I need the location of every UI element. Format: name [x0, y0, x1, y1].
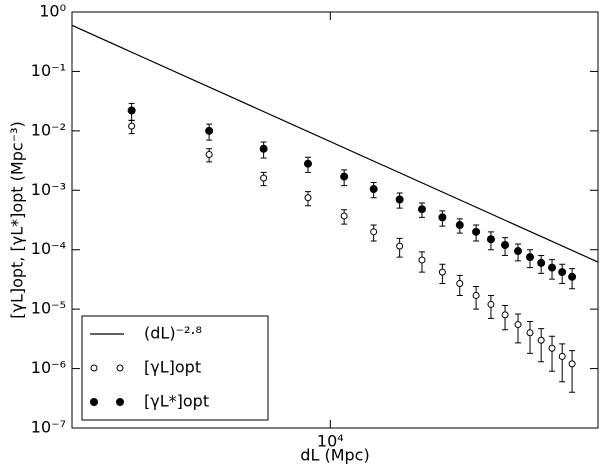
- legend-marker: [116, 398, 124, 406]
- data-point: [259, 144, 268, 153]
- data-point: [128, 122, 136, 130]
- data-point: [486, 235, 495, 244]
- plot-frame: [71, 11, 599, 429]
- data-point: [526, 329, 534, 337]
- y-tick-label: 10⁻⁴: [31, 239, 66, 258]
- data-point: [472, 291, 480, 299]
- data-point: [472, 227, 481, 236]
- data-point: [418, 256, 426, 264]
- data-point: [438, 268, 446, 276]
- x-axis-label: dL (Mpc): [300, 446, 369, 465]
- y-tick-label: 10⁻¹: [31, 61, 66, 80]
- legend-label: [γL*]opt: [144, 392, 209, 411]
- y-axis-label: [γL]opt, [γL*]opt (Mpc⁻³): [8, 121, 27, 319]
- data-point: [304, 194, 312, 202]
- fit-line: [71, 24, 599, 263]
- data-point: [514, 321, 522, 329]
- data-point: [537, 258, 546, 267]
- data-point: [456, 280, 464, 288]
- data-point: [514, 247, 523, 256]
- error-bar: [538, 328, 545, 363]
- legend-label: (dL)⁻²·⁸: [144, 324, 202, 343]
- y-tick-label: 10⁻⁷: [31, 418, 66, 437]
- y-tick-label: 10⁻²: [31, 120, 66, 139]
- y-tick-label: 10⁻⁶: [31, 358, 66, 377]
- data-point: [455, 221, 464, 230]
- data-point: [205, 151, 213, 159]
- data-point: [417, 205, 426, 214]
- data-point: [369, 185, 378, 194]
- data-point: [370, 228, 378, 236]
- x-tick-label: 10⁴: [317, 432, 344, 451]
- data-point: [395, 195, 404, 204]
- legend-marker: [90, 398, 98, 406]
- error-bar: [569, 350, 576, 393]
- data-point: [396, 242, 404, 250]
- data-point: [340, 212, 348, 220]
- data-point: [260, 174, 268, 182]
- y-tick-label: 10⁰: [39, 2, 66, 21]
- legend-marker: [90, 364, 98, 372]
- data-point: [438, 213, 447, 222]
- data-point: [526, 253, 535, 262]
- error-bar: [515, 313, 522, 344]
- data-point: [127, 106, 136, 115]
- data-point: [303, 159, 312, 168]
- legend-box: [81, 315, 269, 421]
- data-point: [558, 268, 567, 277]
- error-bar: [527, 320, 534, 354]
- data-point: [558, 352, 566, 360]
- data-point: [548, 263, 557, 272]
- error-bar: [549, 335, 556, 372]
- data-point: [537, 336, 545, 344]
- error-bar: [559, 343, 566, 383]
- data-point: [548, 344, 556, 352]
- legend-label: [γL]opt: [144, 358, 201, 377]
- data-point: [568, 272, 577, 281]
- data-point: [487, 300, 495, 308]
- legend-marker: [116, 364, 124, 372]
- y-tick-label: 10⁻³: [31, 180, 66, 199]
- data-point: [205, 126, 214, 135]
- data-point: [501, 311, 509, 319]
- data-point: [568, 360, 576, 368]
- data-point: [501, 241, 510, 250]
- data-point: [340, 172, 349, 181]
- y-tick-label: 10⁻⁵: [31, 299, 66, 318]
